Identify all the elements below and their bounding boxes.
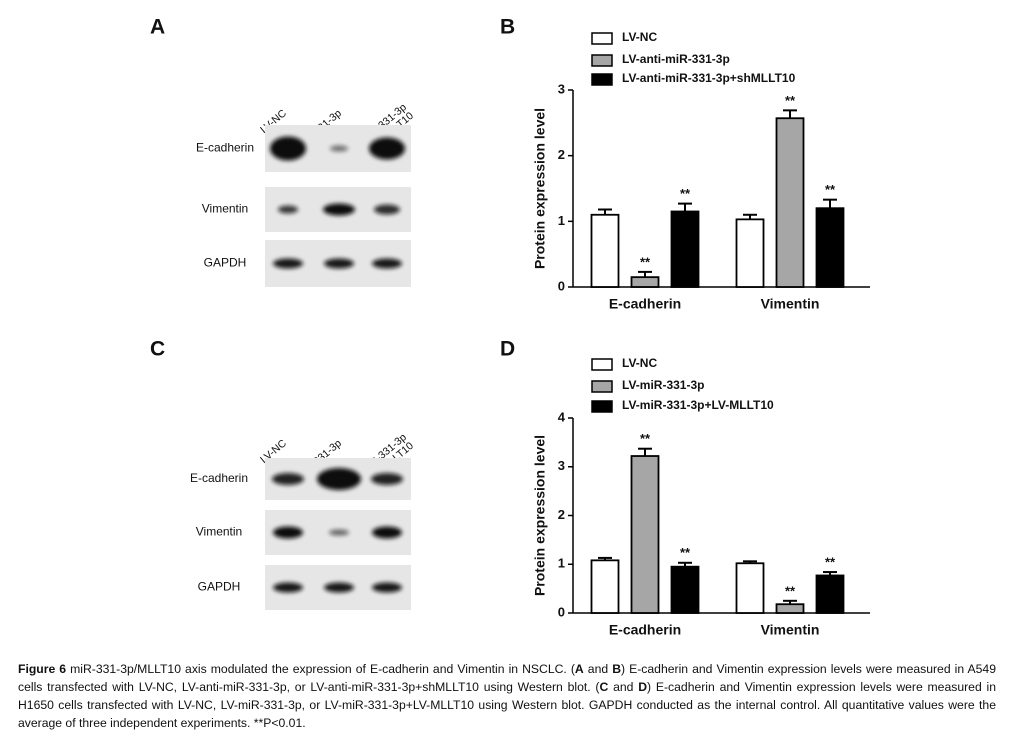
- caption-part: C: [599, 680, 609, 694]
- bar: [815, 574, 845, 614]
- y-tick-label: 3: [558, 458, 565, 473]
- bar: [630, 276, 660, 288]
- y-axis-label: Protein expression level: [532, 435, 548, 596]
- blot-band: [324, 258, 354, 269]
- significance: **: [785, 93, 796, 108]
- caption: Figure 6 miR-331-3p/MLLT10 axis modulate…: [18, 660, 996, 732]
- x-tick-label: E-cadherin: [609, 296, 681, 312]
- caption-part: and: [583, 662, 613, 676]
- x-tick-label: E-cadherin: [609, 622, 681, 638]
- legend-label: LV-NC: [622, 356, 657, 370]
- caption-part: D: [638, 680, 648, 694]
- caption-part: and: [608, 680, 639, 694]
- legend-label: LV-miR-331-3p: [622, 378, 704, 392]
- blot-band: [278, 205, 298, 214]
- figure: A LV-NC LV-anti-miR-331-3p LV-anti-miR-331-…: [150, 16, 870, 638]
- caption-part: miR-331-3p/MLLT10 axis modulated the exp…: [66, 662, 575, 676]
- blot-band: [270, 136, 306, 161]
- panel-letter: A: [150, 16, 165, 39]
- bar: [630, 455, 660, 614]
- blot-row-label: E-cadherin: [196, 141, 254, 155]
- panel-letter: B: [500, 16, 515, 39]
- legend-swatch: [591, 32, 613, 45]
- legend-label: LV-miR-331-3p+LV-MLLT10: [622, 398, 774, 412]
- bar: [670, 565, 700, 614]
- significance: **: [825, 182, 836, 197]
- blot-band: [372, 582, 402, 593]
- y-axis-label: Protein expression level: [532, 108, 548, 269]
- blot-band: [374, 204, 400, 215]
- legend-swatch: [591, 54, 613, 67]
- x-tick-label: Vimentin: [761, 622, 820, 638]
- bar: [815, 207, 845, 288]
- blot-band: [372, 258, 402, 269]
- blot-row-label: E-cadherin: [190, 471, 248, 485]
- y-tick-label: 3: [558, 81, 565, 96]
- legend-swatch: [591, 73, 613, 86]
- caption-part: A: [574, 662, 584, 676]
- blot-band: [369, 137, 405, 160]
- blot-row-label: Vimentin: [196, 525, 242, 539]
- blot-row-label: GAPDH: [198, 580, 241, 594]
- blot-band: [273, 526, 303, 539]
- blot-band: [371, 473, 403, 485]
- y-tick-label: 2: [558, 147, 565, 162]
- significance: **: [640, 254, 651, 269]
- panel-letter: D: [500, 338, 515, 361]
- caption-part: Figure 6: [18, 662, 67, 676]
- bar: [775, 117, 805, 288]
- y-tick-label: 2: [558, 507, 565, 522]
- x-tick-label: Vimentin: [761, 296, 820, 312]
- significance: **: [680, 545, 691, 560]
- blot-band: [273, 258, 303, 269]
- blot-band: [272, 473, 304, 485]
- bar: [735, 218, 765, 288]
- caption-part: ) E-cadherin and Vimentin expression lev…: [18, 662, 996, 694]
- blot-band: [317, 468, 361, 490]
- significance: **: [825, 554, 836, 569]
- significance: **: [785, 583, 796, 598]
- y-tick-label: 0: [558, 604, 565, 619]
- blot-band: [323, 203, 355, 216]
- y-tick-label: 1: [558, 556, 565, 571]
- blot-row-label: GAPDH: [204, 256, 247, 270]
- significance: **: [680, 186, 691, 201]
- bar: [670, 210, 700, 288]
- panel-letter: C: [150, 338, 165, 361]
- caption-part: B: [612, 662, 621, 676]
- y-tick-label: 0: [558, 278, 565, 293]
- legend-label: LV-anti-miR-331-3p+shMLLT10: [622, 71, 796, 85]
- y-tick-label: 4: [558, 409, 566, 424]
- legend-label: LV-anti-miR-331-3p: [622, 52, 730, 66]
- legend-swatch: [591, 358, 613, 371]
- legend-swatch: [591, 400, 613, 413]
- bar: [590, 213, 620, 288]
- blot-band: [372, 526, 402, 539]
- caption-part: ) E-cadherin and Vimentin expression lev…: [18, 680, 996, 730]
- blot-band: [329, 529, 349, 536]
- blot-row-label: Vimentin: [202, 202, 248, 216]
- bar: [775, 603, 805, 614]
- significance: **: [640, 431, 651, 446]
- bar: [590, 559, 620, 614]
- legend-label: LV-NC: [622, 30, 657, 44]
- blot-band: [330, 145, 348, 152]
- legend-swatch: [591, 380, 613, 393]
- blot-band: [273, 582, 303, 593]
- bar: [735, 562, 765, 614]
- y-tick-label: 1: [558, 213, 565, 228]
- blot-band: [324, 582, 354, 593]
